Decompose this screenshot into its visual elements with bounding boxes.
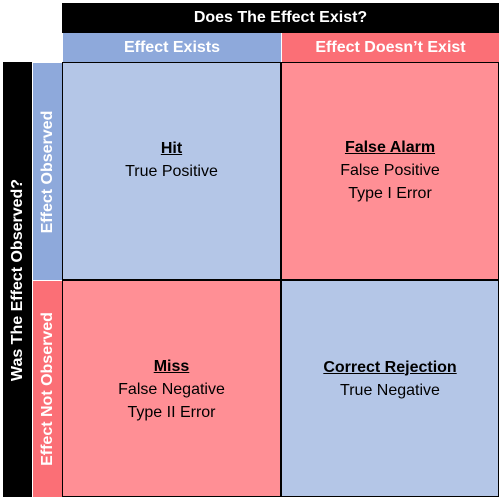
side-header-title: Was The Effect Observed? xyxy=(8,178,26,381)
top-header-title: Does The Effect Exist? xyxy=(193,9,368,26)
cell-correct-rejection: Correct Rejection True Negative xyxy=(281,280,499,497)
top-header: Does The Effect Exist? xyxy=(62,3,499,33)
row-header-effect-observed: Effect Observed xyxy=(33,62,62,280)
row-header-label: Effect Not Observed xyxy=(38,312,56,466)
cell-miss: Miss False Negative Type II Error xyxy=(62,280,281,497)
cell-title: Correct Rejection xyxy=(323,358,457,376)
column-header-label: Effect Exists xyxy=(123,38,221,56)
cell-line: True Negative xyxy=(340,381,440,399)
side-header: Was The Effect Observed? xyxy=(3,62,32,497)
cell-hit: Hit True Positive xyxy=(62,62,281,280)
row-header-effect-not-observed: Effect Not Observed xyxy=(33,280,62,497)
cell-line: True Positive xyxy=(125,163,218,180)
column-header-label: Effect Doesn’t Exist xyxy=(315,38,466,56)
cell-title: Hit xyxy=(160,140,183,157)
row-header-label: Effect Observed xyxy=(38,110,56,233)
cell-line: False Negative xyxy=(118,381,225,398)
column-header-effect-exists: Effect Exists xyxy=(62,33,281,62)
cell-title: Miss xyxy=(153,358,190,375)
cell-line: False Positive xyxy=(340,161,440,179)
cell-title: False Alarm xyxy=(344,138,436,156)
cell-false-alarm: False Alarm False Positive Type I Error xyxy=(281,62,499,280)
column-header-effect-doesnt-exist: Effect Doesn’t Exist xyxy=(281,33,499,62)
cell-line: Type II Error xyxy=(127,404,216,421)
cell-line: Type I Error xyxy=(348,184,432,202)
